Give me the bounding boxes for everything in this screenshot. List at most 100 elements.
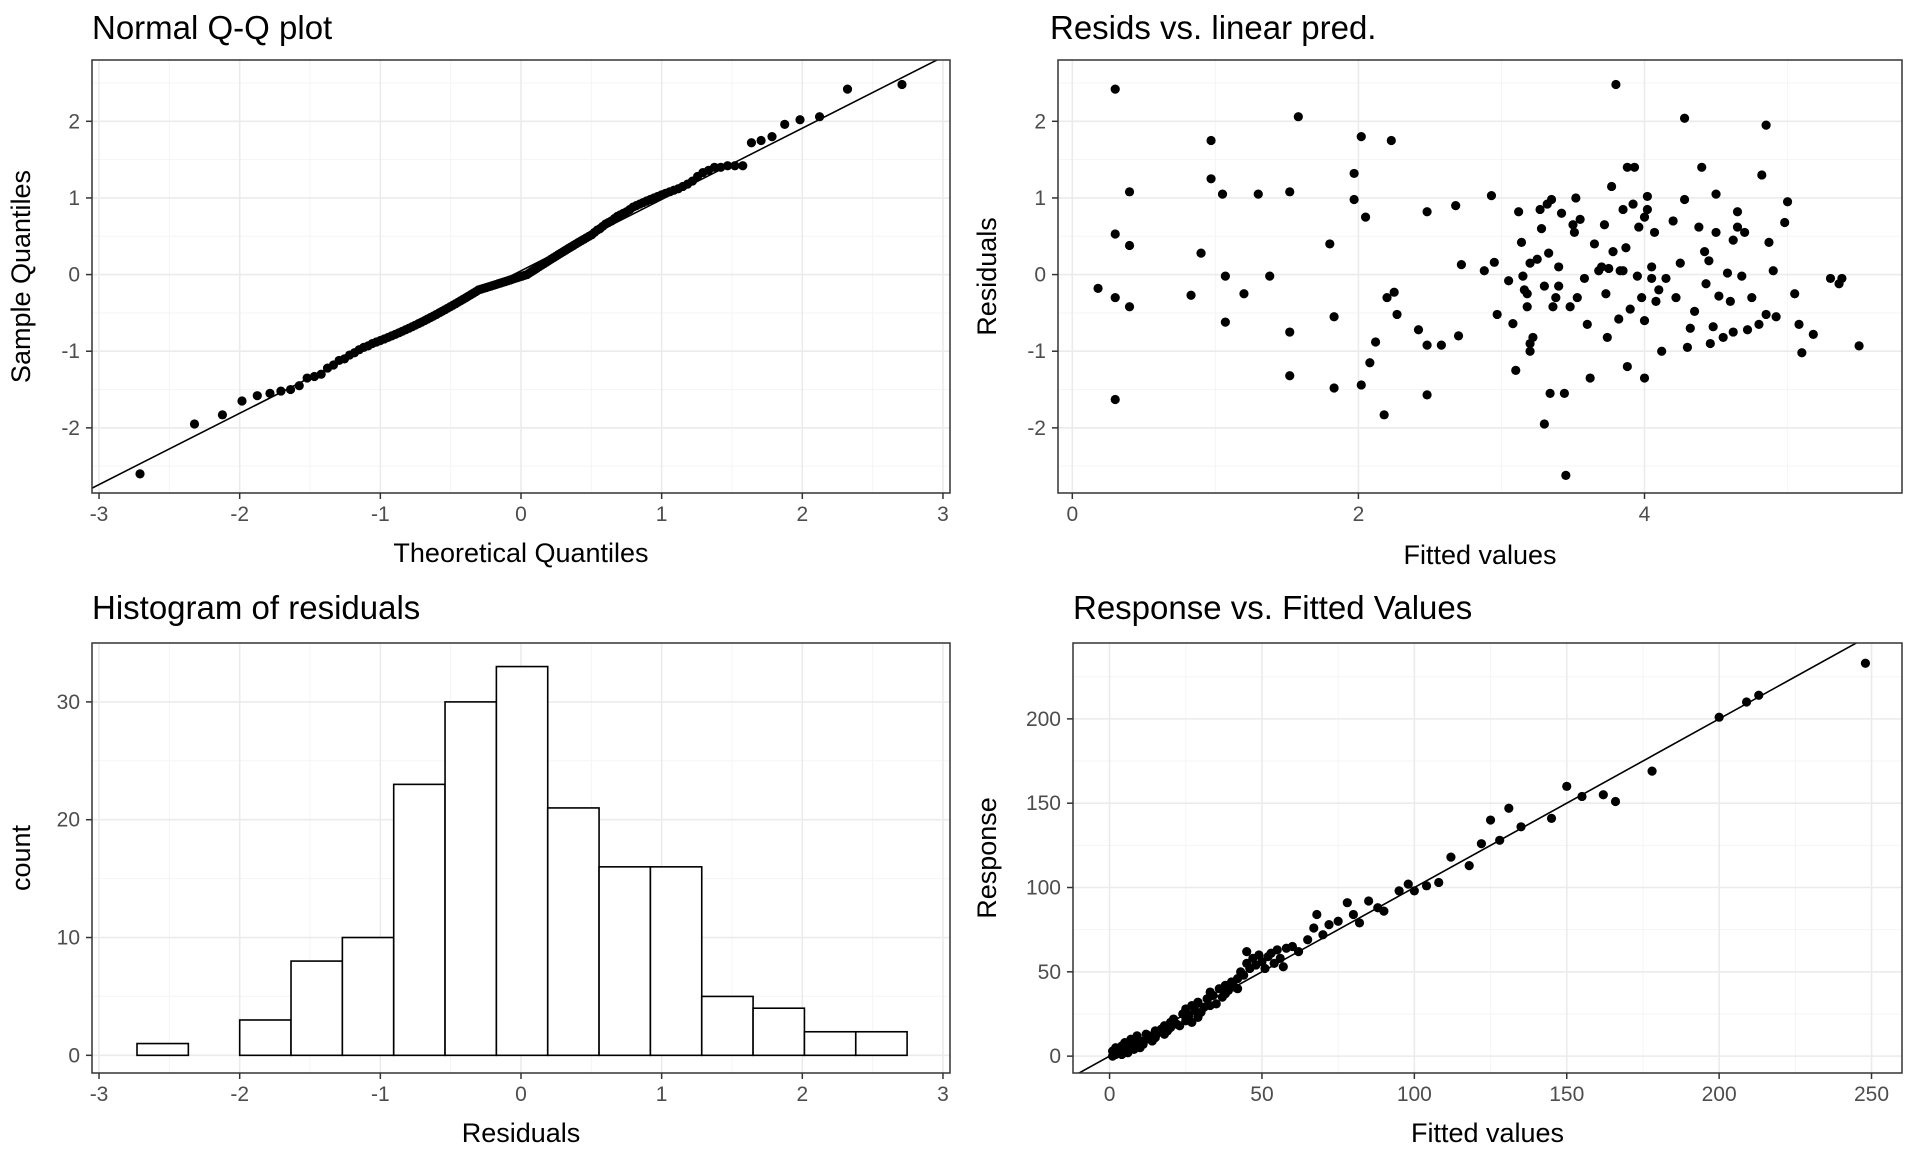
x-tick-label: -2 [230, 1083, 249, 1106]
data-point [1740, 227, 1750, 238]
data-point [1349, 194, 1359, 205]
data-point [1589, 239, 1600, 249]
data-point [1761, 120, 1771, 130]
data-point [1575, 214, 1585, 225]
x-tick-label: 3 [937, 503, 949, 526]
data-point [1780, 217, 1790, 228]
x-tick-label: 3 [937, 1083, 949, 1106]
y-tick-label: -2 [1027, 417, 1046, 440]
y-tick-label: 150 [1026, 792, 1061, 815]
data-point [1637, 292, 1647, 303]
data-point [1764, 237, 1774, 247]
y-tick-label: -2 [61, 417, 80, 440]
histogram-bar [546, 807, 600, 1057]
data-point [1522, 289, 1532, 299]
data-point [1489, 257, 1499, 267]
data-point [1639, 373, 1650, 383]
data-point [1511, 365, 1521, 375]
data-point [1622, 162, 1632, 172]
data-point [738, 161, 748, 171]
data-point [1525, 258, 1535, 268]
data-point [1287, 941, 1298, 952]
data-point [1093, 283, 1103, 293]
data-point [1508, 319, 1518, 329]
data-point [1516, 822, 1526, 832]
data-point [1651, 296, 1661, 307]
y-tick-label: 2 [1034, 110, 1046, 133]
histogram-bar [238, 1019, 292, 1057]
data-point [1546, 194, 1557, 205]
data-point [1356, 380, 1366, 390]
data-point [1539, 281, 1549, 291]
data-point [1732, 222, 1743, 232]
data-point [1386, 135, 1396, 146]
y-tick-label: 20 [57, 809, 80, 832]
data-point [746, 138, 757, 148]
x-tick-label: 0 [1066, 503, 1078, 526]
data-point [1110, 292, 1120, 303]
data-point [1348, 909, 1358, 920]
x-tick-label: 2 [796, 503, 808, 526]
data-point [1808, 329, 1818, 339]
data-point [1622, 361, 1632, 372]
data-point [1728, 235, 1738, 245]
y-tick-label: 1 [1034, 187, 1046, 210]
x-tick-label: 50 [1250, 1083, 1273, 1106]
data-point [1349, 168, 1359, 179]
data-point [1794, 319, 1804, 329]
data-point [1379, 410, 1389, 420]
data-point [767, 132, 777, 142]
data-point [1318, 930, 1328, 940]
data-point [1601, 289, 1611, 299]
x-tick-label: 150 [1549, 1083, 1584, 1106]
histogram-bar [752, 1007, 806, 1057]
data-point [1486, 191, 1497, 201]
data-point [1837, 273, 1847, 284]
data-point [1451, 201, 1461, 211]
x-tick-label: -1 [371, 503, 390, 526]
panel-border [1057, 59, 1903, 494]
x-tick-label: 0 [1104, 1083, 1116, 1106]
y-tick-label: 100 [1026, 877, 1061, 900]
data-point [1747, 292, 1757, 303]
data-point [730, 161, 740, 171]
data-point [1196, 248, 1206, 258]
data-point [1421, 881, 1432, 891]
data-point [1535, 204, 1545, 215]
y-tick-label: 0 [1049, 1045, 1061, 1068]
histogram-bar [290, 960, 344, 1057]
x-tick-label: -1 [371, 1083, 390, 1106]
data-point [1797, 348, 1807, 358]
data-point [1434, 877, 1444, 888]
data-point [1275, 953, 1285, 963]
x-tick-label: -3 [90, 1083, 109, 1106]
data-point [1309, 923, 1319, 933]
data-point [1685, 323, 1695, 333]
data-point [1546, 813, 1557, 823]
plot-area [1093, 79, 1864, 480]
data-point [1608, 246, 1618, 257]
data-point [1697, 162, 1707, 172]
data-point [1232, 984, 1243, 994]
data-point [1679, 194, 1690, 205]
data-point [1705, 338, 1715, 349]
data-point [1618, 204, 1628, 215]
data-point [1625, 304, 1635, 314]
data-point [1370, 337, 1381, 347]
data-point [1708, 322, 1718, 332]
data-point [709, 162, 720, 172]
data-point [1522, 302, 1532, 312]
data-point [1312, 909, 1322, 920]
data-point [1356, 132, 1366, 142]
data-point [1413, 325, 1424, 335]
data-point [1554, 281, 1564, 291]
y-tick-label: -1 [1027, 340, 1046, 363]
data-point [1768, 266, 1778, 276]
data-point [1110, 229, 1120, 239]
x-tick-label: 0 [515, 1083, 527, 1106]
data-point [1554, 262, 1564, 272]
data-point [1585, 373, 1595, 383]
y-tick-label: 0 [68, 1044, 80, 1067]
data-point [1124, 302, 1135, 312]
data-point [1514, 207, 1524, 217]
